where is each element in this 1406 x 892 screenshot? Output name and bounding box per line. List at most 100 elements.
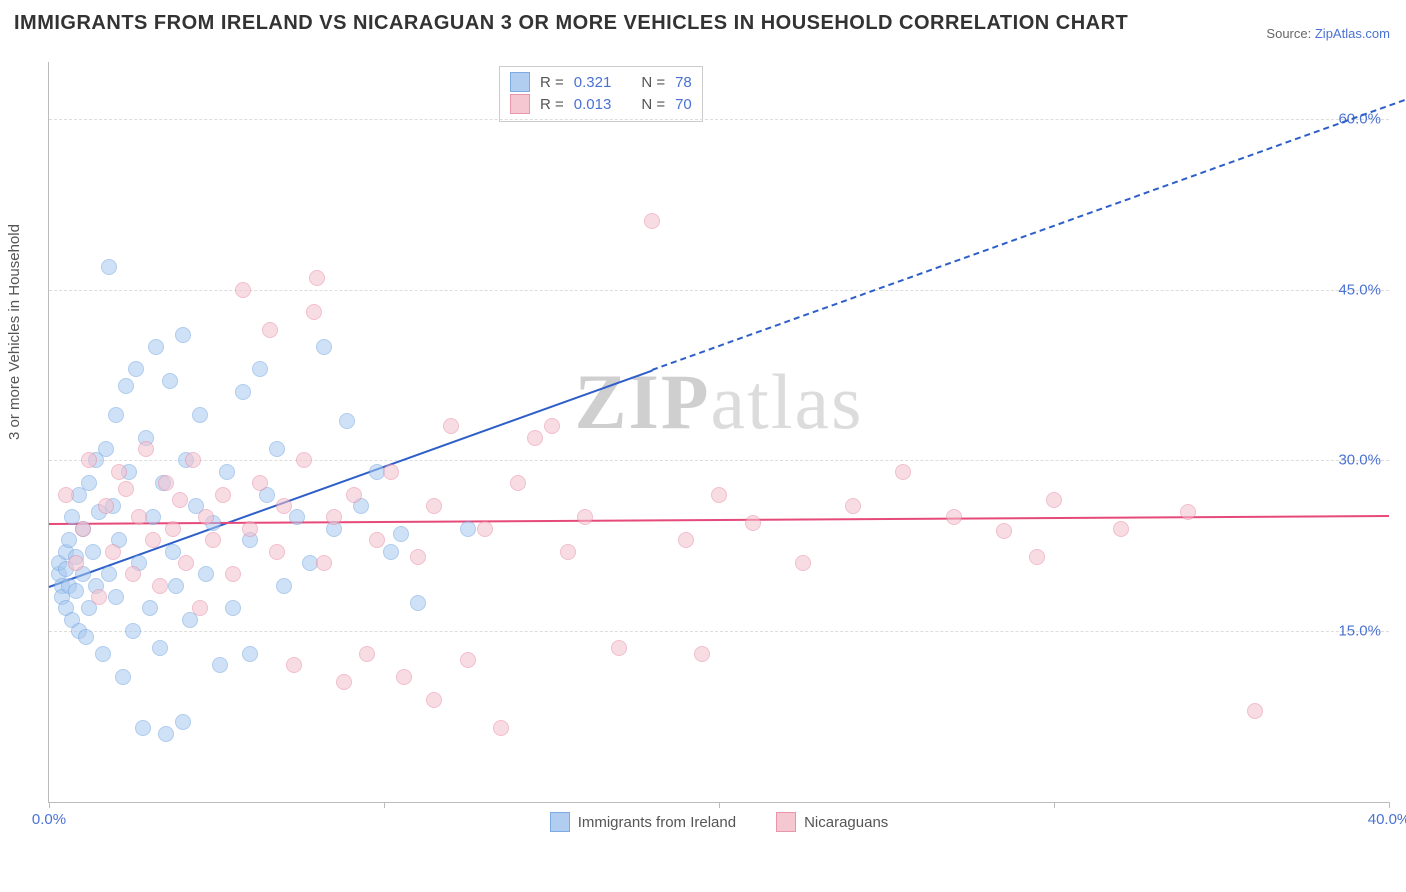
- gridline: [49, 119, 1389, 120]
- data-point: [108, 589, 124, 605]
- legend-swatch-blue: [550, 812, 570, 832]
- data-point: [694, 646, 710, 662]
- data-point: [1029, 549, 1045, 565]
- data-point: [108, 407, 124, 423]
- data-point: [1113, 521, 1129, 537]
- data-point: [225, 566, 241, 582]
- data-point: [460, 652, 476, 668]
- data-point: [165, 544, 181, 560]
- data-point: [393, 526, 409, 542]
- data-point: [118, 378, 134, 394]
- data-point: [269, 544, 285, 560]
- r-value: 0.013: [574, 96, 612, 113]
- data-point: [81, 452, 97, 468]
- x-tick-mark: [1054, 802, 1055, 808]
- data-point: [560, 544, 576, 560]
- watermark-bold: ZIP: [575, 358, 711, 445]
- data-point: [135, 720, 151, 736]
- data-point: [192, 407, 208, 423]
- data-point: [544, 418, 560, 434]
- data-point: [168, 578, 184, 594]
- data-point: [426, 692, 442, 708]
- x-tick-label: 0.0%: [32, 811, 66, 828]
- legend-item: Nicaraguans: [776, 812, 888, 832]
- source-label: Source:: [1266, 26, 1311, 41]
- data-point: [118, 481, 134, 497]
- gridline: [49, 631, 1389, 632]
- regression-line: [652, 69, 1406, 371]
- data-point: [131, 509, 147, 525]
- data-point: [68, 583, 84, 599]
- data-point: [252, 361, 268, 377]
- data-point: [527, 430, 543, 446]
- data-point: [242, 646, 258, 662]
- data-point: [1247, 703, 1263, 719]
- n-label: N =: [641, 74, 665, 91]
- y-tick-label: 15.0%: [1338, 623, 1381, 640]
- data-point: [142, 600, 158, 616]
- data-point: [78, 629, 94, 645]
- data-point: [101, 566, 117, 582]
- legend-swatch-pink: [776, 812, 796, 832]
- data-point: [711, 487, 727, 503]
- data-point: [460, 521, 476, 537]
- data-point: [795, 555, 811, 571]
- data-point: [1180, 504, 1196, 520]
- data-point: [235, 384, 251, 400]
- data-point: [235, 282, 251, 298]
- data-point: [175, 327, 191, 343]
- x-tick-label: 40.0%: [1368, 811, 1406, 828]
- n-label: N =: [641, 96, 665, 113]
- legend-series: Immigrants from Ireland Nicaraguans: [49, 812, 1389, 832]
- data-point: [148, 339, 164, 355]
- data-point: [326, 509, 342, 525]
- source-attribution: Source: ZipAtlas.com: [1266, 26, 1390, 41]
- data-point: [68, 555, 84, 571]
- data-point: [946, 509, 962, 525]
- data-point: [215, 487, 231, 503]
- data-point: [396, 669, 412, 685]
- data-point: [309, 270, 325, 286]
- source-link[interactable]: ZipAtlas.com: [1315, 26, 1390, 41]
- x-tick-mark: [384, 802, 385, 808]
- data-point: [145, 532, 161, 548]
- data-point: [205, 532, 221, 548]
- data-point: [493, 720, 509, 736]
- data-point: [410, 595, 426, 611]
- data-point: [58, 487, 74, 503]
- data-point: [98, 498, 114, 514]
- n-value: 78: [675, 74, 692, 91]
- data-point: [383, 464, 399, 480]
- data-point: [369, 532, 385, 548]
- data-point: [276, 578, 292, 594]
- data-point: [895, 464, 911, 480]
- data-point: [289, 509, 305, 525]
- data-point: [115, 669, 131, 685]
- data-point: [81, 475, 97, 491]
- y-tick-label: 30.0%: [1338, 452, 1381, 469]
- data-point: [296, 452, 312, 468]
- data-point: [316, 339, 332, 355]
- data-point: [383, 544, 399, 560]
- data-point: [165, 521, 181, 537]
- legend-item: Immigrants from Ireland: [550, 812, 736, 832]
- data-point: [845, 498, 861, 514]
- data-point: [95, 646, 111, 662]
- data-point: [91, 589, 107, 605]
- data-point: [175, 714, 191, 730]
- n-value: 70: [675, 96, 692, 113]
- data-point: [172, 492, 188, 508]
- legend-row: R = 0.321 N = 78: [510, 71, 692, 93]
- r-value: 0.321: [574, 74, 612, 91]
- data-point: [138, 441, 154, 457]
- data-point: [178, 555, 194, 571]
- data-point: [262, 322, 278, 338]
- data-point: [510, 475, 526, 491]
- data-point: [152, 578, 168, 594]
- data-point: [996, 523, 1012, 539]
- data-point: [410, 549, 426, 565]
- data-point: [75, 521, 91, 537]
- x-tick-mark: [1389, 802, 1390, 808]
- data-point: [611, 640, 627, 656]
- data-point: [198, 509, 214, 525]
